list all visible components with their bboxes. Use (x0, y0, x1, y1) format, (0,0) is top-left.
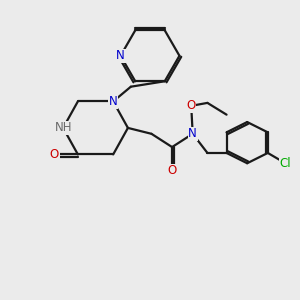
Text: O: O (50, 148, 59, 161)
Text: O: O (187, 99, 196, 112)
Text: N: N (109, 95, 118, 108)
Text: N: N (116, 49, 125, 62)
Text: O: O (167, 164, 177, 177)
Text: N: N (188, 127, 197, 140)
Text: NH: NH (54, 122, 72, 134)
Text: Cl: Cl (280, 157, 291, 170)
